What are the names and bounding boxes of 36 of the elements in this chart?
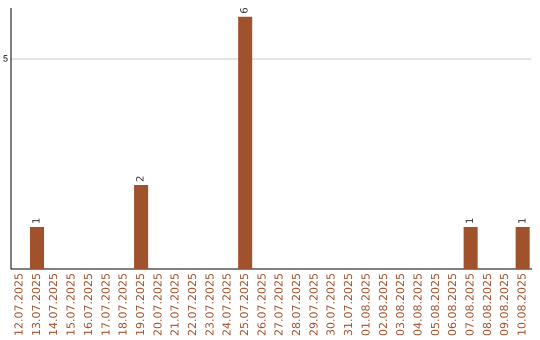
x-tick-label: 19.07.2025	[134, 273, 147, 336]
x-tick-label: 13.07.2025	[30, 273, 43, 336]
x-tick-label: 24.07.2025	[220, 273, 234, 336]
x-tick-label: 02.08.2025	[376, 273, 390, 336]
x-tick-label: 20.07.2025	[151, 273, 164, 336]
x-tick-label: 08.08.2025	[480, 273, 494, 336]
x-tick-label: 28.07.2025	[290, 273, 304, 336]
x-tick-label: 29.07.2025	[307, 273, 320, 336]
x-tick-label: 27.07.2025	[272, 273, 286, 336]
data-label: 6	[240, 7, 251, 14]
x-tick-label: 16.07.2025	[82, 273, 95, 336]
x-tick-label: 15.07.2025	[64, 273, 78, 336]
x-tick-label: 14.07.2025	[47, 273, 60, 336]
x-tick-label: 12.07.2025	[12, 273, 26, 336]
x-tick-label: 25.07.2025	[238, 273, 252, 336]
x-tick-label: 01.08.2025	[359, 273, 372, 336]
x-tick-label: 10.08.2025	[516, 273, 529, 336]
y-tick-label: 5	[2, 53, 8, 64]
x-tick-label: 07.08.2025	[463, 273, 476, 336]
x-tick-label: 31.07.2025	[342, 273, 356, 336]
x-tick-label: 21.07.2025	[168, 273, 182, 336]
x-tick-label: 05.08.2025	[428, 273, 442, 336]
x-tick-label: 30.07.2025	[324, 273, 338, 336]
x-tick-label: 18.07.2025	[116, 273, 130, 336]
x-tick-label: 23.07.2025	[203, 273, 216, 336]
x-tick-label: 09.08.2025	[498, 273, 512, 336]
data-label: 1	[32, 218, 43, 224]
x-tick-label: 17.07.2025	[99, 273, 112, 336]
x-tick-label: 06.08.2025	[446, 273, 460, 336]
x-tick-label: 22.07.2025	[186, 273, 199, 336]
x-tick-label: 26.07.2025	[255, 273, 268, 336]
data-label: 2	[136, 176, 147, 182]
data-label: 1	[517, 218, 528, 224]
x-tick-label: 03.08.2025	[394, 273, 408, 336]
x-tick-label: 04.08.2025	[411, 273, 424, 336]
data-label: 1	[465, 218, 476, 224]
